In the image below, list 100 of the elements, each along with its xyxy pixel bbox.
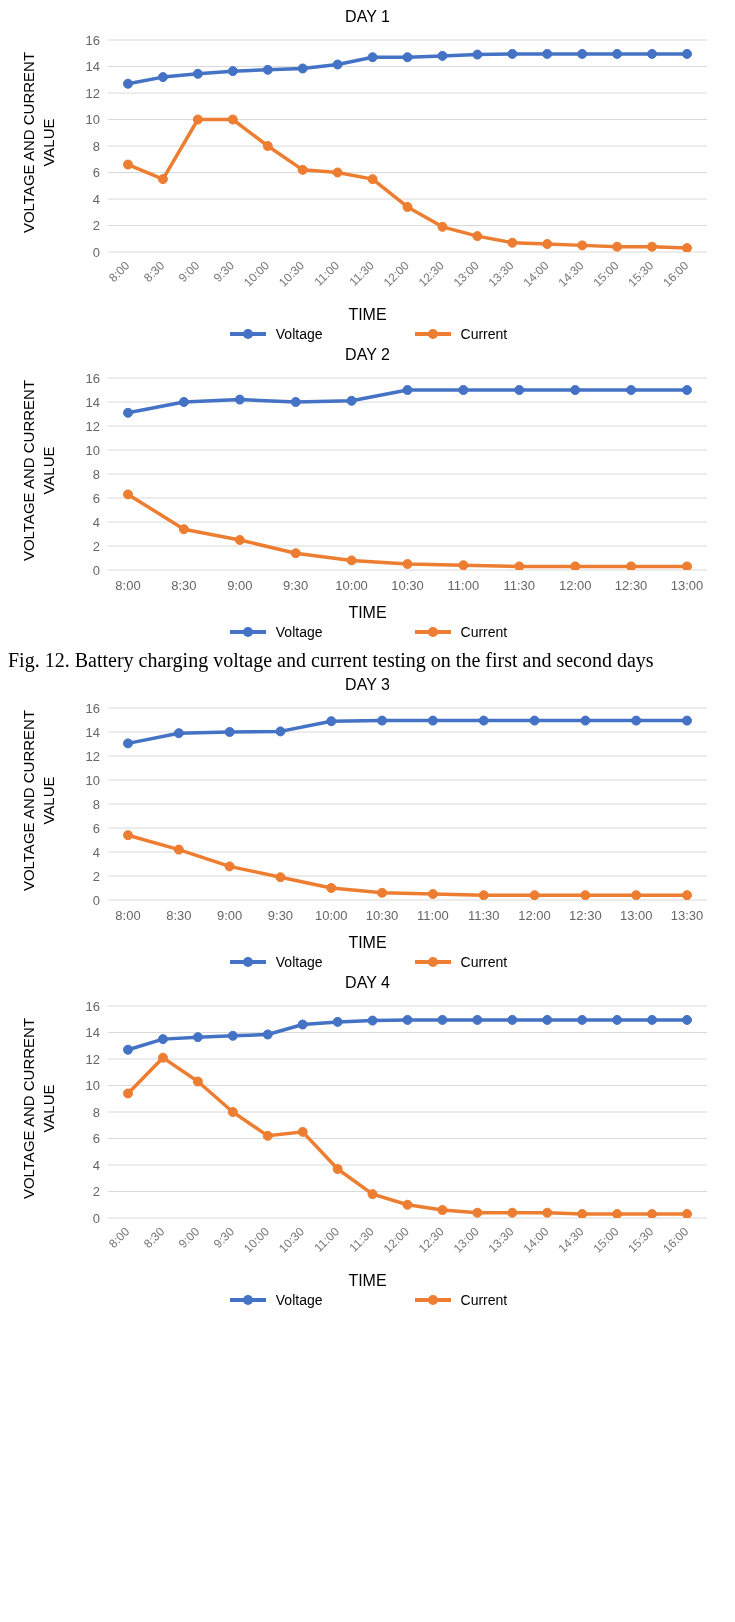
point	[472, 1014, 483, 1025]
point	[346, 555, 357, 566]
x-tick-label: 9:30	[267, 908, 294, 923]
point	[514, 561, 525, 570]
x-tick-label: 8:00	[115, 578, 141, 593]
point	[626, 561, 637, 570]
y-tick-label: 0	[92, 244, 100, 260]
point	[437, 1014, 448, 1025]
x-tick-label: 8:30	[166, 908, 192, 923]
point	[507, 237, 518, 248]
y-tick-label: 12	[85, 418, 100, 434]
point	[682, 1209, 692, 1218]
point	[367, 1015, 378, 1026]
point	[367, 174, 378, 185]
point	[647, 48, 658, 59]
point	[437, 221, 448, 232]
point	[262, 1029, 273, 1040]
point	[402, 1199, 413, 1210]
point	[514, 385, 525, 395]
point	[290, 548, 301, 559]
x-tick-label: 11:00	[417, 908, 449, 923]
point	[529, 715, 540, 726]
point	[377, 715, 388, 726]
x-tick-label: 10:30	[391, 578, 424, 593]
x-axis-title: TIME	[347, 604, 388, 622]
point	[234, 394, 245, 405]
point	[157, 1052, 168, 1063]
y-tick-label: 14	[85, 59, 100, 75]
point	[123, 738, 133, 749]
x-tick-label: 8:00	[105, 1224, 133, 1251]
y-tick-label: 8	[92, 796, 100, 812]
point	[227, 1107, 238, 1117]
point	[478, 715, 489, 726]
x-tick-label: 8:00	[105, 258, 133, 285]
point	[507, 1014, 518, 1025]
point	[647, 1014, 658, 1025]
point	[682, 48, 692, 59]
x-tick-label: 8:30	[140, 258, 168, 285]
y-tick-label: 4	[92, 191, 100, 207]
point	[612, 1014, 623, 1025]
y-tick-label: 12	[85, 748, 100, 764]
x-tick-label: 13:30	[670, 908, 704, 923]
point	[157, 1034, 168, 1045]
y-tick-label: 2	[92, 538, 100, 554]
point	[682, 715, 692, 726]
point	[577, 1014, 588, 1025]
point	[224, 861, 235, 872]
point	[631, 715, 642, 726]
point	[262, 1130, 273, 1141]
x-tick-label: 12:30	[614, 578, 648, 593]
y-tick-label: 6	[92, 1131, 100, 1147]
point	[402, 52, 413, 63]
y-tick-label: 6	[92, 820, 100, 836]
x-tick-label: 12:30	[569, 908, 602, 923]
y-tick-label: 2	[92, 1184, 100, 1200]
x-tick-label: 10:30	[365, 908, 399, 923]
x-axis-title: TIME	[347, 306, 388, 324]
point	[178, 397, 189, 407]
legend-label: Voltage	[275, 954, 323, 970]
x-tick-label: 11:30	[467, 908, 500, 923]
point	[402, 385, 413, 395]
point	[297, 63, 308, 74]
x-tick-label: 11:00	[447, 578, 480, 593]
x-tick-label: 9:00	[216, 908, 243, 923]
point	[402, 201, 413, 212]
point	[577, 1209, 588, 1218]
y-tick-label: 16	[85, 700, 100, 716]
point	[542, 239, 553, 250]
x-tick-label: 9:00	[175, 1224, 203, 1251]
point	[123, 1088, 133, 1099]
point	[192, 114, 203, 125]
point	[402, 559, 413, 569]
point	[612, 241, 623, 252]
point	[297, 164, 308, 175]
point	[631, 890, 642, 900]
point	[192, 68, 203, 79]
y-axis-title: VOLTAGE AND CURRENT VALUE	[18, 378, 57, 563]
point	[570, 561, 581, 570]
point	[123, 489, 133, 500]
point	[626, 385, 637, 395]
x-tick-label: 12:00	[558, 578, 592, 593]
point	[234, 535, 245, 545]
point	[458, 560, 469, 570]
point	[437, 50, 448, 61]
point	[647, 1209, 658, 1218]
x-tick-label: 10:00	[315, 908, 348, 923]
point	[402, 1014, 413, 1025]
point	[647, 241, 658, 252]
x-tick-label: 10:00	[335, 578, 368, 593]
x-tick-label: 9:00	[175, 258, 203, 285]
point	[682, 561, 692, 570]
point	[326, 883, 337, 893]
point	[326, 716, 337, 727]
point	[275, 872, 286, 883]
y-tick-label: 10	[85, 112, 100, 128]
point	[262, 64, 273, 75]
point	[367, 52, 378, 63]
y-tick-label: 4	[92, 514, 100, 530]
x-tick-label: 13:00	[619, 908, 653, 923]
x-tick-label: 9:30	[210, 258, 238, 285]
